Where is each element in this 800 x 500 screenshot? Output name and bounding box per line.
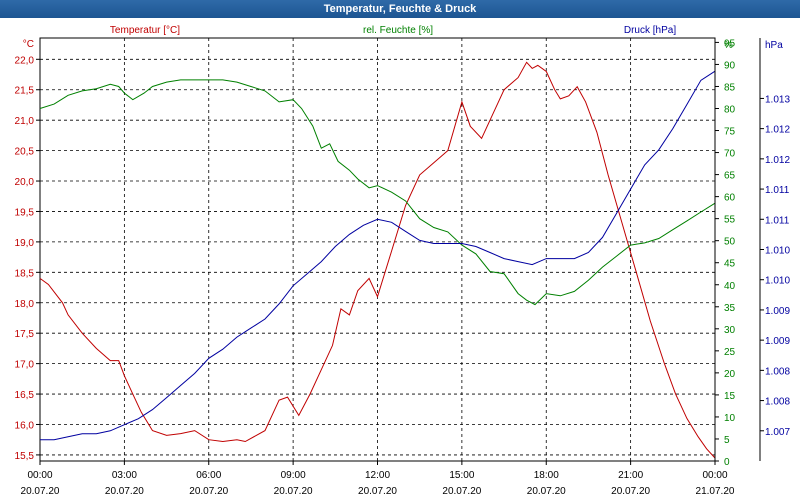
- temp-tick-label: 22,0: [15, 55, 35, 66]
- x-tick-date: 20.07.20: [21, 486, 60, 497]
- humidity-tick-label: 50: [724, 237, 736, 248]
- temp-tick-label: 20,5: [15, 147, 35, 158]
- temp-tick-label: 16,5: [15, 390, 35, 401]
- temp-tick-label: 21,0: [15, 116, 35, 127]
- humidity-tick-label: 30: [724, 325, 736, 336]
- humidity-tick-label: 70: [724, 149, 736, 160]
- pressure-tick-label: 1.009: [765, 306, 790, 317]
- x-tick-time: 18:00: [534, 470, 559, 481]
- temp-tick-label: 15,5: [15, 451, 35, 462]
- series-lines: [39, 61, 716, 459]
- x-tick-date: 20.07.20: [189, 486, 228, 497]
- legend-temperature: Temperatur [°C]: [110, 25, 180, 36]
- humidity-tick-label: 95: [724, 38, 736, 49]
- pressure-unit-label: hPa: [765, 40, 783, 51]
- x-tick-date: 20.07.20: [611, 486, 650, 497]
- humidity-unit-label: %: [724, 40, 733, 51]
- temp-tick-label: 18,0: [15, 299, 35, 310]
- pressure-tick-label: 1.008: [765, 366, 790, 377]
- x-tick-date: 20.07.20: [442, 486, 481, 497]
- x-tick-date: 20.07.20: [105, 486, 144, 497]
- humidity-tick-label: 0: [724, 457, 730, 468]
- pressure-tick-label: 1.012: [765, 155, 790, 166]
- pressure-tick-label: 1.011: [765, 215, 790, 226]
- series-line-hum: [39, 79, 716, 306]
- humidity-tick-label: 45: [724, 259, 736, 270]
- temp-tick-label: 17,0: [15, 360, 35, 371]
- humidity-tick-label: 35: [724, 303, 736, 314]
- x-tick-time: 00:00: [27, 470, 52, 481]
- pressure-tick-label: 1.010: [765, 276, 790, 287]
- axes: 00:00 20.07.20 03:00 20.07.20 06:00 20.07.20 0…: [15, 38, 790, 497]
- x-tick-time: 03:00: [112, 470, 137, 481]
- humidity-tick-label: 10: [724, 413, 736, 424]
- x-tick-time: 15:00: [449, 470, 474, 481]
- series-line-press: [40, 70, 716, 441]
- temp-tick-label: 20,0: [15, 177, 35, 188]
- chart-title: Temperatur, Feuchte & Druck: [0, 0, 800, 18]
- humidity-tick-label: 20: [724, 369, 736, 380]
- x-tick-time: 00:00: [702, 470, 727, 481]
- humidity-tick-label: 75: [724, 127, 736, 138]
- humidity-tick-label: 15: [724, 391, 736, 402]
- temp-unit-label: °C: [23, 39, 34, 50]
- pressure-tick-label: 1.008: [765, 397, 790, 408]
- humidity-tick-label: 40: [724, 281, 736, 292]
- x-tick-time: 21:00: [618, 470, 643, 481]
- x-tick-date: 21.07.20: [696, 486, 735, 497]
- x-tick-time: 06:00: [196, 470, 221, 481]
- pressure-tick-label: 1.010: [765, 246, 790, 257]
- temp-tick-label: 16,0: [15, 420, 35, 431]
- x-tick-time: 12:00: [365, 470, 390, 481]
- legend-humidity: rel. Feuchte [%]: [363, 25, 433, 36]
- temp-tick-label: 18,5: [15, 268, 35, 279]
- humidity-tick-label: 90: [724, 60, 736, 71]
- humidity-tick-label: 65: [724, 171, 736, 182]
- x-tick-date: 20.07.20: [358, 486, 397, 497]
- pressure-tick-label: 1.007: [765, 427, 790, 438]
- humidity-tick-label: 60: [724, 193, 736, 204]
- pressure-tick-label: 1.009: [765, 336, 790, 347]
- grid: [40, 38, 715, 461]
- pressure-tick-label: 1.013: [765, 94, 790, 105]
- humidity-tick-label: 85: [724, 82, 736, 93]
- temp-tick-label: 21,5: [15, 86, 35, 97]
- temp-tick-label: 19,0: [15, 238, 35, 249]
- pressure-tick-label: 1.011: [765, 185, 790, 196]
- humidity-tick-label: 25: [724, 347, 736, 358]
- x-tick-date: 20.07.20: [274, 486, 313, 497]
- legend-pressure: Druck [hPa]: [624, 25, 676, 36]
- humidity-tick-label: 5: [724, 435, 730, 446]
- humidity-tick-label: 55: [724, 215, 736, 226]
- x-tick-date: 20.07.20: [527, 486, 566, 497]
- humidity-tick-label: 80: [724, 105, 736, 116]
- x-tick-time: 09:00: [281, 470, 306, 481]
- temp-tick-label: 17,5: [15, 329, 35, 340]
- pressure-tick-label: 1.012: [765, 125, 790, 136]
- temp-tick-label: 19,5: [15, 207, 35, 218]
